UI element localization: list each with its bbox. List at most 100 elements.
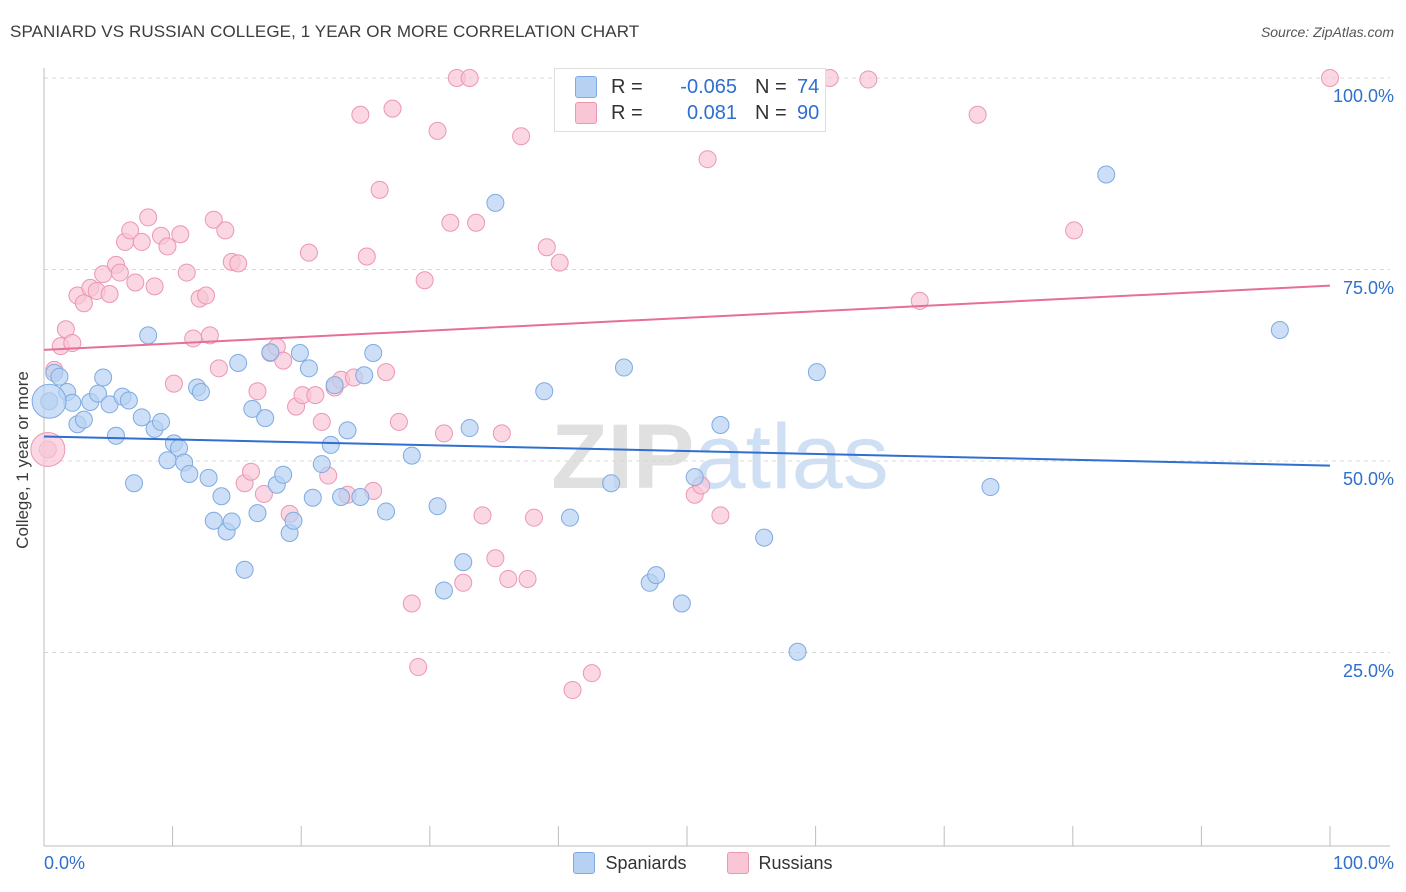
spaniards-point xyxy=(74,410,93,429)
spaniards-point xyxy=(981,478,1000,497)
spaniards-point xyxy=(602,474,621,493)
spaniards-swatch xyxy=(573,852,596,874)
spaniards-point xyxy=(325,376,344,395)
russians-point xyxy=(402,594,421,613)
russians-point xyxy=(409,658,428,677)
russians-point xyxy=(563,681,582,700)
russians-point xyxy=(229,254,248,273)
russians-point xyxy=(383,99,402,118)
n-label: N = xyxy=(755,75,787,98)
russians-point xyxy=(74,294,93,313)
y-tick-label: 75.0% xyxy=(1342,277,1394,298)
legend-row-spaniards: R = -0.065 N = 74 xyxy=(575,75,819,99)
russians-point xyxy=(1321,69,1339,87)
r-value: -0.065 xyxy=(680,75,737,98)
spaniards-point xyxy=(299,359,318,378)
legend-item-spaniards: Spaniards xyxy=(573,852,687,874)
spaniards-point xyxy=(560,508,579,527)
r-label: R = xyxy=(611,75,643,98)
russians-point xyxy=(158,237,177,256)
russians-point xyxy=(460,69,479,87)
russians-point xyxy=(441,213,460,232)
russians-point xyxy=(550,253,569,272)
spaniards-point xyxy=(460,419,479,438)
russians-point xyxy=(351,105,370,124)
russians-point xyxy=(968,105,987,124)
russians-point xyxy=(518,569,537,588)
russians-point xyxy=(467,213,486,232)
russians-point xyxy=(377,363,396,382)
russians-point xyxy=(486,549,505,568)
russians-point xyxy=(204,210,223,229)
spaniards-point xyxy=(377,502,396,521)
spaniards-point xyxy=(351,488,370,507)
spaniards-point xyxy=(132,408,151,427)
spaniards-swatch xyxy=(575,76,597,98)
spaniards-point xyxy=(312,455,331,474)
russians-point xyxy=(524,508,543,527)
spaniards-point xyxy=(261,343,280,362)
russians-swatch xyxy=(726,852,749,874)
r-label: R = xyxy=(611,101,643,124)
spaniards-point xyxy=(711,415,730,434)
russians-point xyxy=(859,70,878,89)
spaniards-point xyxy=(50,367,69,386)
russians-point xyxy=(492,424,511,443)
spaniards-point xyxy=(1270,321,1289,340)
russians-point xyxy=(164,374,183,393)
russians-point xyxy=(177,263,196,282)
russians-point xyxy=(274,351,293,370)
russians-point xyxy=(698,150,717,169)
spaniards-point xyxy=(222,512,241,531)
legend-label: Spaniards xyxy=(605,852,687,873)
russians-point xyxy=(200,326,219,345)
spaniards-point xyxy=(332,488,351,507)
trend-lines xyxy=(43,284,1331,467)
spaniards-point xyxy=(248,504,267,523)
russians-point xyxy=(357,247,376,266)
spaniards-point xyxy=(290,343,309,362)
russians-point xyxy=(216,221,235,240)
russians-point xyxy=(248,382,267,401)
russians-point xyxy=(389,412,408,431)
spaniards-point xyxy=(125,474,144,493)
x-tick-max: 100.0% xyxy=(1332,853,1394,873)
spaniards-point xyxy=(647,566,666,585)
correlation-legend: R = -0.065 N = 74 R = 0.081 N = 90 xyxy=(554,68,826,132)
spaniards-points xyxy=(31,165,1289,661)
spaniards-point xyxy=(807,363,826,382)
spaniards-point xyxy=(229,353,248,372)
russians-point xyxy=(434,424,453,443)
spaniards-point xyxy=(139,326,158,345)
spaniards-trend-line xyxy=(43,435,1331,467)
spaniards-point xyxy=(486,193,505,212)
legend-item-russians: Russians xyxy=(726,852,833,874)
russians-point xyxy=(499,569,518,588)
spaniards-point xyxy=(94,368,113,387)
russians-point xyxy=(139,208,158,227)
russians-point xyxy=(197,286,216,305)
russians-point xyxy=(512,127,531,146)
y-tick-label: 100.0% xyxy=(1332,86,1394,106)
russians-point xyxy=(473,506,492,525)
russians-point xyxy=(582,664,601,683)
russians-point xyxy=(428,121,447,140)
russians-point xyxy=(171,225,190,244)
series-legend: Spaniards Russians xyxy=(0,852,1406,874)
russians-point xyxy=(370,180,389,199)
spaniards-point xyxy=(1097,165,1116,184)
russians-point xyxy=(132,232,151,251)
russians-point xyxy=(110,263,129,282)
russians-point xyxy=(1065,221,1084,240)
spaniards-point xyxy=(338,421,357,440)
x-tick-min: 0.0% xyxy=(44,853,86,873)
russians-point xyxy=(145,277,164,296)
spaniards-point xyxy=(321,435,340,454)
spaniards-point xyxy=(434,581,453,600)
spaniards-point xyxy=(89,384,108,403)
spaniards-point xyxy=(755,528,774,547)
russians-point xyxy=(312,412,331,431)
russians-point xyxy=(711,506,730,525)
spaniards-point xyxy=(274,465,293,484)
spaniards-point xyxy=(788,642,807,661)
